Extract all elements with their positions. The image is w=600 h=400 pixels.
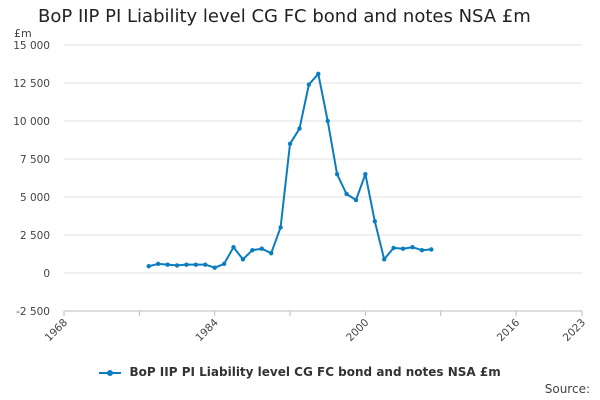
- data-point[interactable]: [250, 248, 255, 253]
- y-tick-label: 7 500: [20, 154, 50, 166]
- y-tick-label: 0: [43, 268, 50, 280]
- y-tick-label: 15 000: [13, 40, 50, 52]
- data-point[interactable]: [410, 244, 415, 250]
- data-point[interactable]: [231, 244, 236, 250]
- data-point[interactable]: [429, 247, 434, 252]
- data-point[interactable]: [372, 219, 377, 224]
- y-axis-unit-label: £m: [14, 27, 32, 40]
- data-point[interactable]: [184, 262, 189, 267]
- data-point[interactable]: [203, 262, 208, 267]
- x-axis: 1968 1984 2000 2016 2023: [43, 310, 588, 344]
- data-point[interactable]: [259, 246, 264, 251]
- data-point[interactable]: [382, 257, 387, 262]
- x-tick-label: 2000: [344, 317, 371, 344]
- x-tick-label: 2023: [561, 317, 588, 344]
- data-point[interactable]: [334, 172, 340, 177]
- legend-line-marker-icon: [99, 368, 122, 378]
- y-tick-label: 12 500: [13, 78, 50, 90]
- data-point[interactable]: [344, 191, 349, 197]
- data-point[interactable]: [174, 263, 180, 268]
- data-point[interactable]: [297, 126, 302, 131]
- data-point[interactable]: [325, 118, 330, 124]
- data-point[interactable]: [400, 246, 406, 251]
- y-tick-label: 10 000: [13, 116, 50, 128]
- data-point[interactable]: [316, 71, 321, 77]
- data-point[interactable]: [363, 172, 368, 177]
- y-tick-label: 5 000: [20, 192, 50, 204]
- series-line: [148, 72, 432, 269]
- series-layer: [146, 71, 434, 270]
- data-point[interactable]: [212, 265, 217, 270]
- y-tick-label: -2 500: [16, 306, 50, 318]
- data-point[interactable]: [419, 248, 425, 253]
- legend[interactable]: BoP IIP PI Liability level CG FC bond an…: [0, 365, 600, 379]
- data-point[interactable]: [353, 197, 359, 203]
- data-point[interactable]: [269, 251, 274, 256]
- data-point[interactable]: [240, 257, 246, 262]
- x-tick-label: 2016: [495, 316, 523, 344]
- x-tick-label: 1984: [193, 316, 221, 344]
- y-tick-label: 2 500: [20, 230, 50, 242]
- data-point[interactable]: [221, 261, 227, 267]
- chart-title: BoP IIP PI Liability level CG FC bond an…: [38, 6, 531, 27]
- data-point[interactable]: [287, 141, 293, 146]
- x-tick-label: 1968: [43, 317, 70, 344]
- gridlines: [64, 44, 582, 312]
- y-axis-ticks: -2 500 0 2 500 5 000 7 500 10 000 12 500 15 000: [13, 40, 50, 318]
- legend-label: BoP IIP PI Liability level CG FC bond an…: [129, 365, 501, 379]
- data-point[interactable]: [278, 225, 283, 230]
- data-point[interactable]: [306, 82, 312, 87]
- data-point[interactable]: [155, 261, 161, 267]
- data-point[interactable]: [165, 262, 170, 267]
- data-point[interactable]: [146, 263, 151, 269]
- data-point[interactable]: [193, 262, 199, 267]
- data-point[interactable]: [391, 245, 396, 251]
- source-label: Source:: [544, 382, 590, 396]
